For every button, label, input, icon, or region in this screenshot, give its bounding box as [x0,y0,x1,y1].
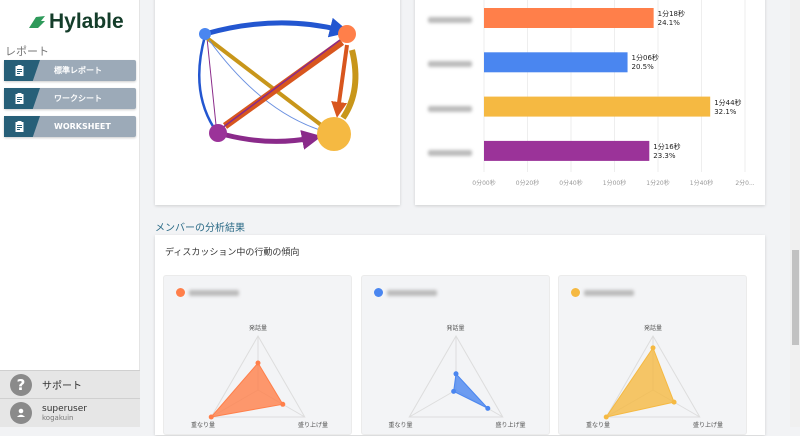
radar-point [280,401,286,407]
edge [204,17,350,38]
edge [331,44,349,118]
radar-axis-label: 盛り上げ量 [297,422,328,429]
sidebar-item-label: WORKSHEET [54,122,111,131]
logo-icon [29,16,45,28]
sidebar-item-label: ワークシート [54,94,102,103]
member-name-blurred [428,61,472,68]
bar [484,52,628,73]
support-label: サポート [42,381,82,392]
edge [340,49,359,120]
user-org: kogakuin [42,414,74,422]
radar-point [208,414,214,420]
bar [484,8,654,28]
radar-chart [603,334,701,420]
radar-point [650,345,656,351]
member-name-blurred [189,290,239,296]
network-card [155,0,400,205]
member-color-dot [571,288,580,297]
radar-axis-label: 重なり量 [586,422,611,429]
section-title: メンバーの分析結果 [155,223,245,234]
member-name-blurred [428,149,472,156]
edge [225,130,322,150]
x-tick-label: 0分00秒 [472,180,496,187]
radar-area [452,372,488,409]
help-icon: ? [10,373,32,396]
bar [484,96,711,117]
radar-axis-label: 重なり量 [191,422,216,429]
member-name-blurred [584,290,634,296]
member-card: 発話量盛り上げ量 重なり量 [558,275,747,435]
radar-area [209,362,284,418]
member-name-blurred [386,290,437,296]
logo[interactable]: Hylable [28,10,124,34]
radar-axis-label: 盛り上げ量 [692,422,723,429]
member-color-dot [373,288,383,297]
radar-point [453,371,458,377]
sidebar-item[interactable]: 標準レポート [4,60,136,81]
bar-label: 1分44秒 32.1% [714,98,742,116]
edge [221,39,341,129]
edge [205,36,327,130]
sidebar: Hylable レポート 標準レポート ワークシート WORKSHEET ? サポー… [0,0,140,427]
bar-label: 1分06秒 20.5% [631,54,659,72]
support-link[interactable]: ? サポート [0,370,140,398]
radar-axis-label: 発話量 [446,325,465,332]
radar-point [603,414,609,420]
x-tick-label: 1分00秒 [602,180,627,187]
x-tick-label: 0分40秒 [559,180,583,187]
radar-axis-label: 重なり量 [388,422,413,429]
member-name-blurred [428,105,472,112]
node [209,124,227,142]
radar-point [450,388,456,394]
sidebar-item-label: 標準レポート [54,66,102,75]
scrollbar[interactable] [790,0,800,427]
clipboard-icon [4,60,40,81]
radar-chart [208,334,306,420]
node [199,28,211,40]
brand-name: Hylable [49,10,124,33]
edge [197,35,216,129]
member-card: 発話量盛り上げ量 重なり量 [163,275,352,435]
user-name: superuser [42,404,87,414]
member-name-blurred [428,17,472,23]
radar-axis-label: 発話量 [248,325,268,332]
section-label: レポート [5,45,49,58]
node [317,117,351,151]
bar-chart [483,0,746,172]
bar-label: 1分16秒 23.3% [653,142,681,160]
bar-label: 1分18秒 24.1% [657,10,686,27]
card-title: ディスカッション中の行動の傾向 [165,248,300,258]
x-tick-label: 1分40秒 [689,180,714,187]
bar [484,140,650,161]
sidebar-item[interactable]: WORKSHEET [4,116,136,137]
x-tick-label: 2分0... [735,180,755,187]
scrollbar-thumb[interactable] [792,250,799,345]
x-tick-label: 0分20秒 [515,180,540,187]
radar-point [671,399,677,405]
node [338,25,356,43]
radar-axis-label: 発話量 [643,325,663,332]
sidebar-item[interactable]: ワークシート [4,88,136,109]
radar-axis-label: 盛り上げ量 [495,422,526,429]
network-graph [197,17,359,151]
radar-chart [407,334,504,418]
radar-point [255,360,261,366]
edge [206,37,217,126]
clipboard-icon [4,88,40,109]
member-card: 発話量盛り上げ量 重なり量 [360,275,550,435]
member-color-dot [176,288,185,297]
radar-area [605,346,675,418]
user-avatar-icon [10,402,32,424]
x-tick-label: 1分20秒 [646,180,670,187]
radar-spoke [408,389,456,418]
radar-point [484,405,490,411]
clipboard-icon [4,116,40,137]
user-menu[interactable]: superuser kogakuin [0,398,140,427]
